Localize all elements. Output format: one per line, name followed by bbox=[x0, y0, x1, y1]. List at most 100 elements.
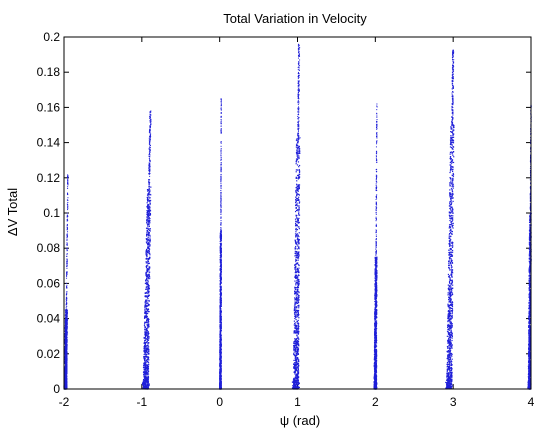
data-point bbox=[298, 282, 300, 284]
data-point bbox=[65, 303, 67, 305]
data-point bbox=[64, 377, 66, 379]
data-point bbox=[296, 378, 299, 380]
data-point bbox=[294, 355, 297, 357]
data-point bbox=[219, 374, 221, 376]
data-point bbox=[294, 311, 297, 313]
data-point bbox=[220, 181, 222, 183]
data-point bbox=[219, 327, 221, 329]
data-point bbox=[294, 225, 297, 227]
data-point bbox=[296, 180, 298, 182]
data-point bbox=[219, 377, 221, 380]
data-point bbox=[145, 254, 147, 256]
data-point bbox=[298, 133, 300, 135]
data-point bbox=[297, 186, 299, 188]
data-point bbox=[298, 48, 300, 50]
data-point bbox=[65, 282, 67, 284]
data-point bbox=[298, 83, 300, 85]
data-point bbox=[297, 109, 299, 111]
data-point bbox=[65, 360, 67, 363]
data-point bbox=[298, 155, 300, 157]
data-point bbox=[66, 342, 68, 344]
data-point bbox=[150, 120, 152, 122]
data-point bbox=[148, 184, 150, 186]
data-point bbox=[149, 217, 151, 220]
data-point bbox=[295, 303, 297, 305]
data-point bbox=[64, 357, 66, 360]
data-point bbox=[298, 145, 300, 148]
data-point bbox=[144, 363, 146, 365]
data-point bbox=[297, 94, 299, 96]
data-point bbox=[65, 383, 68, 385]
data-point bbox=[65, 383, 67, 385]
data-point bbox=[146, 194, 149, 196]
data-point bbox=[293, 379, 295, 382]
data-point bbox=[220, 227, 222, 229]
data-point bbox=[296, 144, 298, 146]
data-point bbox=[297, 126, 299, 128]
data-point bbox=[297, 135, 299, 137]
data-point bbox=[146, 360, 148, 362]
data-point bbox=[146, 210, 148, 212]
data-point bbox=[144, 377, 146, 379]
data-point bbox=[374, 283, 376, 285]
data-point bbox=[374, 355, 376, 357]
data-point bbox=[147, 367, 149, 369]
data-point bbox=[220, 168, 222, 170]
data-point bbox=[297, 132, 299, 134]
data-point bbox=[148, 181, 150, 183]
data-point bbox=[295, 202, 297, 204]
data-point bbox=[65, 365, 68, 367]
data-point bbox=[147, 218, 149, 221]
data-point bbox=[146, 329, 148, 331]
data-point bbox=[145, 341, 147, 344]
data-point bbox=[143, 379, 145, 381]
data-point bbox=[147, 383, 149, 386]
data-point bbox=[64, 354, 66, 356]
data-point bbox=[147, 385, 149, 387]
data-point bbox=[219, 339, 221, 341]
data-point bbox=[294, 293, 296, 295]
data-point bbox=[148, 137, 150, 139]
data-point bbox=[295, 271, 297, 274]
data-point bbox=[294, 276, 296, 278]
data-point bbox=[220, 362, 222, 365]
data-point bbox=[297, 158, 299, 160]
data-point bbox=[374, 269, 376, 271]
data-point bbox=[293, 308, 295, 310]
data-point bbox=[66, 229, 68, 231]
data-point bbox=[147, 246, 150, 248]
data-point bbox=[147, 215, 150, 217]
data-point bbox=[297, 93, 299, 95]
data-point bbox=[147, 295, 150, 298]
data-point bbox=[147, 318, 149, 321]
data-point bbox=[148, 240, 151, 242]
data-point bbox=[220, 118, 222, 120]
data-point bbox=[220, 216, 222, 218]
data-point bbox=[148, 300, 150, 302]
data-point bbox=[146, 205, 149, 207]
data-point bbox=[297, 360, 300, 362]
data-point bbox=[148, 318, 150, 321]
data-point bbox=[220, 310, 222, 312]
data-point bbox=[148, 154, 150, 156]
data-point bbox=[148, 130, 150, 132]
data-point bbox=[219, 304, 221, 306]
data-point bbox=[219, 321, 221, 323]
data-point bbox=[295, 169, 297, 171]
data-point bbox=[220, 341, 222, 343]
data-point bbox=[67, 174, 69, 176]
data-point bbox=[295, 235, 298, 237]
data-point bbox=[297, 284, 300, 287]
data-point bbox=[149, 220, 151, 222]
data-point bbox=[145, 366, 147, 368]
data-point bbox=[297, 253, 299, 255]
data-point bbox=[296, 140, 299, 142]
data-point bbox=[220, 180, 222, 182]
data-point bbox=[146, 229, 149, 231]
data-point bbox=[294, 377, 296, 379]
data-point bbox=[64, 384, 66, 386]
data-point bbox=[220, 188, 222, 190]
data-point bbox=[296, 362, 298, 364]
data-point bbox=[148, 183, 150, 185]
data-point bbox=[66, 234, 68, 236]
